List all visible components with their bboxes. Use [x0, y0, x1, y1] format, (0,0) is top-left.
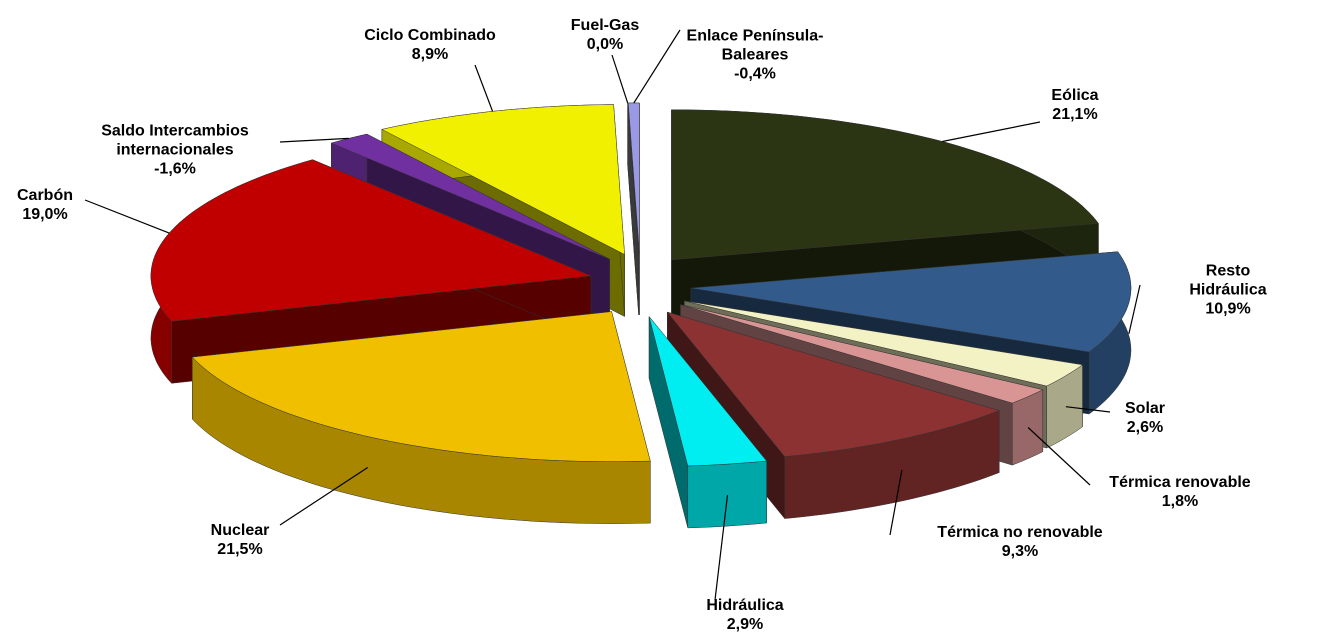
category-label: Hidráulica	[706, 597, 784, 614]
value-label: 10,9%	[1205, 300, 1251, 318]
leader-line	[84, 199, 170, 234]
value-label: 9,3%	[1001, 543, 1039, 560]
pie-slice	[191, 311, 651, 524]
category-label: Fuel-Gas	[570, 17, 640, 34]
category-label: Nuclear	[210, 522, 270, 539]
leader-line	[714, 495, 729, 601]
pie-slice	[648, 315, 768, 529]
slice-top	[648, 316, 768, 467]
value-label: 19,0%	[22, 206, 68, 223]
leader-line	[889, 469, 903, 536]
value-label: -0,4%	[734, 65, 776, 83]
slice-label: Hidráulica 2,9%	[706, 596, 783, 634]
category-label: Saldo Intercambios internacionales	[101, 122, 249, 159]
category-label: Resto Hidráulica	[1189, 262, 1267, 299]
leader-line	[1065, 406, 1111, 413]
category-label: Solar	[1124, 400, 1166, 417]
slice-label: Ciclo Combinado 8,9%	[364, 26, 496, 64]
slice-label: Saldo Intercambios internacionales -1,6%	[101, 122, 249, 179]
category-label: Térmica no renovable	[937, 524, 1103, 541]
leader-line	[633, 29, 681, 104]
slice-label: Enlace Península- Baleares -0,4%	[687, 27, 824, 84]
slice-label: Térmica no renovable 9,3%	[937, 523, 1102, 561]
leader-line	[1027, 427, 1091, 486]
leader-line	[942, 121, 1041, 143]
slice-top	[690, 251, 1132, 353]
slice-label: Eólica 21,1%	[1051, 86, 1098, 124]
leader-line	[279, 466, 369, 526]
slice-top	[680, 304, 1044, 404]
slice-label: Nuclear 21,5%	[211, 521, 270, 559]
slice-top	[191, 311, 651, 462]
value-label: 0,0%	[586, 36, 624, 53]
leader-line	[611, 54, 629, 104]
value-label: 1,8%	[1161, 493, 1199, 510]
value-label: -1,6%	[154, 160, 196, 178]
leader-line	[279, 137, 349, 143]
value-label: 8,9%	[411, 46, 449, 63]
value-label: 21,5%	[217, 541, 263, 558]
category-label: Carbón	[17, 187, 73, 204]
leader-line	[1128, 284, 1141, 334]
category-label: Enlace Península- Baleares	[686, 27, 824, 64]
value-label: 2,6%	[1126, 419, 1164, 436]
slice-wall	[687, 460, 767, 529]
category-label: Eólica	[1051, 87, 1099, 104]
category-label: Térmica renovable	[1109, 474, 1251, 491]
slice-label: Fuel-Gas 0,0%	[571, 16, 639, 54]
slice-top	[666, 311, 1000, 457]
value-label: 2,9%	[726, 616, 764, 633]
category-label: Ciclo Combinado	[364, 27, 496, 44]
leader-line	[474, 64, 494, 112]
slice-top	[684, 300, 1084, 387]
slice-label: Solar 2,6%	[1125, 399, 1165, 437]
slice-label: Carbón 19,0%	[17, 186, 73, 224]
slice-label: Térmica renovable 1,8%	[1109, 473, 1250, 511]
slice-label: Resto Hidráulica 10,9%	[1178, 262, 1279, 319]
value-label: 21,1%	[1052, 106, 1098, 123]
